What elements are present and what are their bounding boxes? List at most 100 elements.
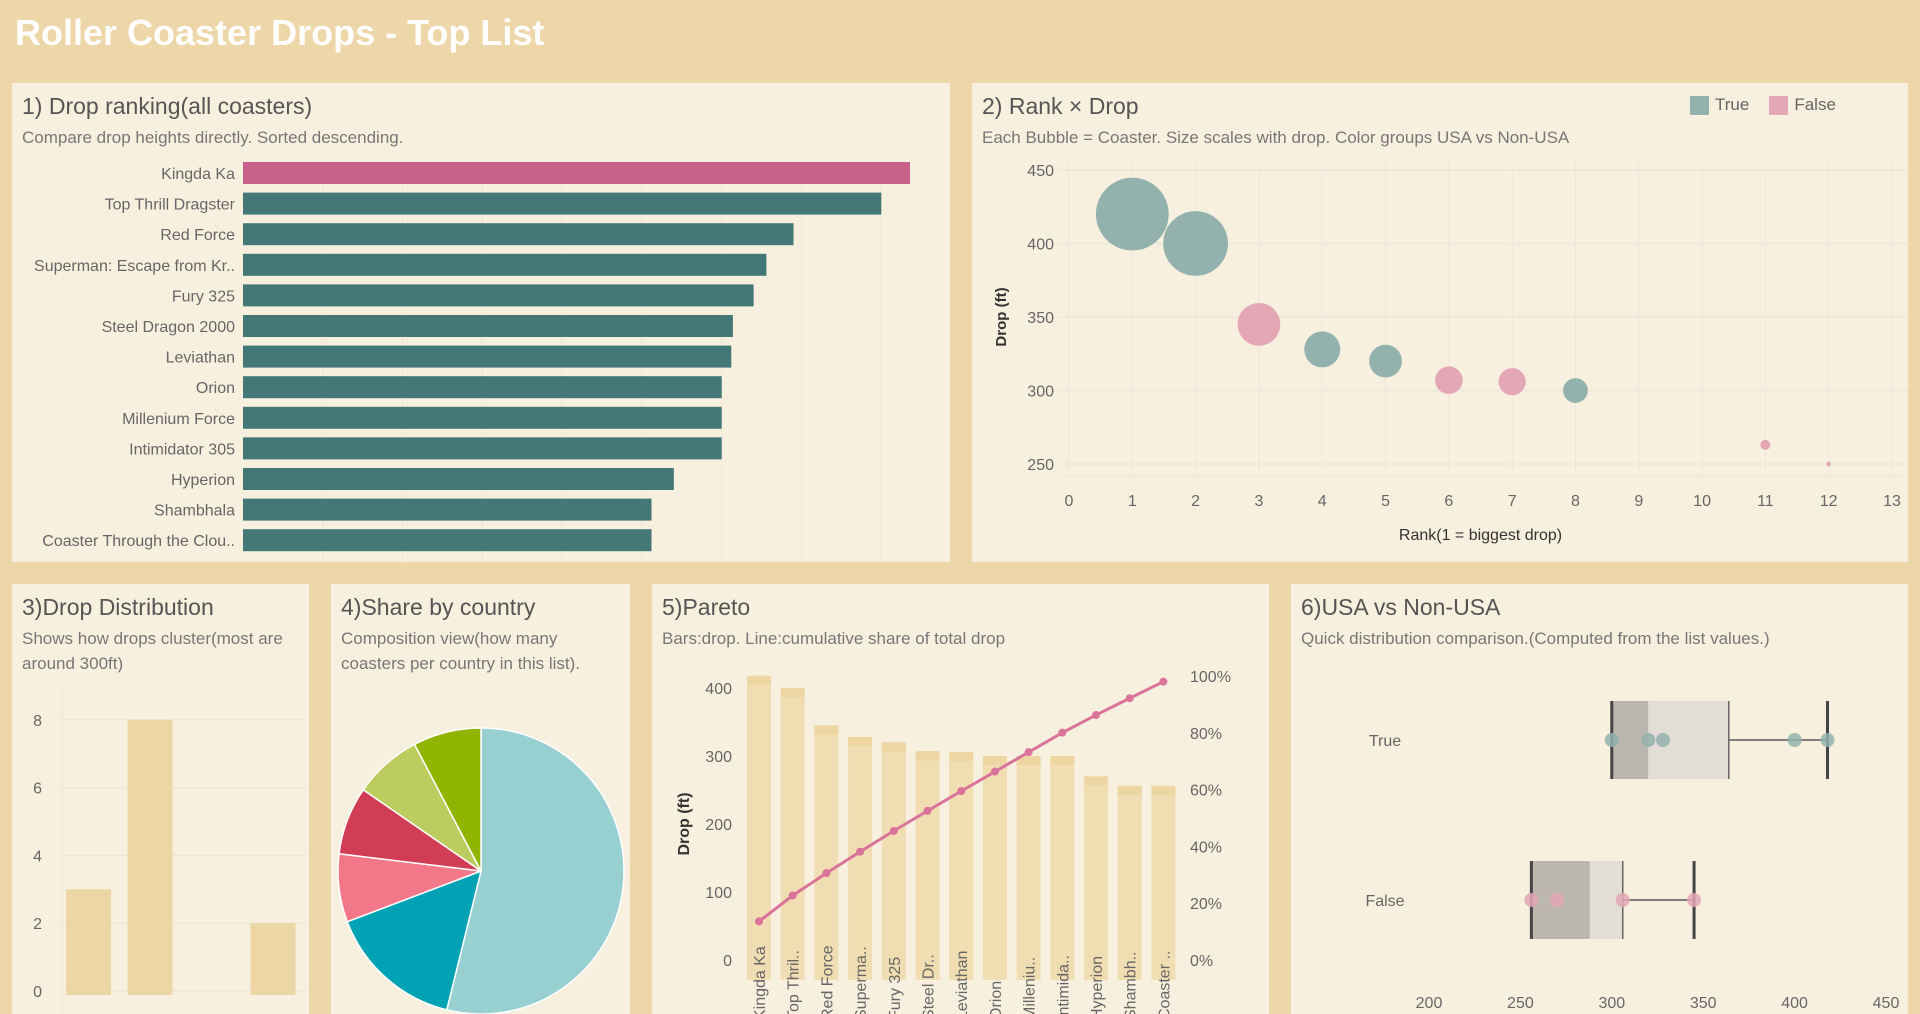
panel-title: 3)Drop Distribution <box>22 594 214 620</box>
x-tick-label: Kingda Ka <box>752 946 769 1014</box>
data-point <box>1524 893 1539 907</box>
legend: True False <box>1690 95 1836 115</box>
y2-tick-label: 20% <box>1190 896 1222 913</box>
y2-tick-label: 80% <box>1190 726 1222 743</box>
x-tick-label: 3 <box>1254 493 1263 510</box>
panel-subtitle: Shows how drops cluster(most are around … <box>22 629 283 673</box>
bar <box>243 406 722 429</box>
bar <box>243 468 674 490</box>
y2-tick-label: 100% <box>1190 669 1231 686</box>
chart-svg: 0 1 2 3 4 5 6 7 8 9 10 11 12 13250300350400450Rank(1 … <box>993 162 1908 544</box>
x-tick-label: Superma.. <box>853 946 870 1014</box>
bar-label: Kingda Ka <box>161 166 235 183</box>
bar-label: Intimidator 305 <box>129 441 235 458</box>
bubble <box>1095 177 1169 251</box>
bar-label: Superman: Escape from Kr.. <box>34 258 235 275</box>
y-tick-label: 300 <box>1027 384 1054 401</box>
bubble <box>1563 378 1588 403</box>
x-tick-label: 8 <box>1571 493 1580 510</box>
y2-tick-label: 0% <box>1190 953 1213 970</box>
y-tick-label: 6 <box>33 781 42 798</box>
x-tick-label: 1 <box>1128 493 1137 510</box>
dashboard-title: Roller Coaster Drops - Top List <box>15 12 545 53</box>
bubble <box>1826 461 1832 467</box>
chart-svg: 0 2 4 6 8 <box>33 684 305 1014</box>
data-point <box>1687 893 1702 907</box>
pareto-bar-cap <box>848 736 873 746</box>
panel-subtitle: Quick distribution comparison.(Computed … <box>1301 629 1770 648</box>
legend-swatch-true <box>1690 95 1709 115</box>
panel-subtitle: Composition view(how many coasters per c… <box>341 629 581 673</box>
cumulative-point <box>1058 728 1067 737</box>
panel-title: 1) Drop ranking(all coasters) <box>22 93 313 119</box>
x-tick-label: 6 <box>1444 493 1453 510</box>
bar-label: Millenium Force <box>122 411 235 428</box>
chart-svg: Kingda Ka Top Thril.. Red Force Superma.. Fu… <box>676 669 1231 1014</box>
panel-usa-vs-non-usa: 6)USA vs Non-USA Quick distribution comp… <box>1291 584 1908 1014</box>
y-tick-label: 0 <box>723 953 732 970</box>
pareto-bar <box>814 725 839 980</box>
x-tick-label: Milleniu.. <box>1022 957 1039 1014</box>
y2-tick-label: 40% <box>1190 839 1222 856</box>
bar <box>243 223 794 246</box>
group-label: False <box>1365 893 1404 910</box>
histogram-bar <box>250 923 296 995</box>
cumulative-point <box>990 767 999 776</box>
data-point <box>1641 733 1656 747</box>
y-axis-title: Drop (ft) <box>993 287 1010 346</box>
x-tick-label: 13 <box>1883 493 1901 510</box>
bar <box>243 345 732 368</box>
y-tick-label: 250 <box>1027 457 1054 474</box>
x-tick-label: Shambh.. <box>1123 952 1140 1014</box>
panel-title: 6)USA vs Non-USA <box>1301 594 1501 620</box>
pie-slice <box>413 727 482 872</box>
cumulative-point <box>1159 677 1168 686</box>
x-tick-label: Top Thril.. <box>786 950 803 1014</box>
x-tick-label: Red Force <box>819 945 836 1014</box>
panel-subtitle: Compare drop heights directly. Sorted de… <box>22 128 404 147</box>
y-tick-label: 8 <box>33 713 42 730</box>
bar <box>243 192 882 215</box>
pareto-bar-cap <box>949 751 974 761</box>
pareto-bar <box>1016 756 1041 980</box>
x-tick-label: Leviathan <box>954 951 971 1014</box>
bar-label: Hyperion <box>171 472 235 489</box>
panel-title: 2) Rank × Drop <box>982 93 1139 119</box>
bar <box>243 315 733 337</box>
x-tick-label: 5 <box>1381 493 1390 510</box>
y-tick-label: 400 <box>1027 237 1054 254</box>
panel-subtitle: Each Bubble = Coaster. Size scales with … <box>982 128 1570 147</box>
bar-label: Steel Dragon 2000 <box>102 319 236 336</box>
cumulative-point <box>788 891 797 900</box>
legend-label-true: True <box>1715 95 1750 114</box>
pareto-bar-cap <box>747 675 771 685</box>
pareto-bar-cap <box>1084 776 1108 786</box>
pareto-bar <box>780 688 805 980</box>
pareto-bar-cap <box>915 751 940 761</box>
bar <box>243 529 652 552</box>
x-tick-label: 0 <box>1065 493 1074 510</box>
x-tick-label: Hyperion <box>1089 956 1106 1014</box>
cumulative-point <box>822 869 831 878</box>
pareto-bar-cap <box>780 688 805 697</box>
x-axis-title: Rank(1 = biggest drop) <box>1399 527 1562 544</box>
y-tick-label: 300 <box>705 749 732 766</box>
bubble <box>1163 211 1229 276</box>
pareto-bar-cap <box>982 756 1007 765</box>
data-point <box>1615 893 1630 907</box>
pareto-bar-cap <box>1151 785 1176 795</box>
x-tick-label: Intimida.. <box>1055 955 1072 1014</box>
pareto-bar-cap <box>881 742 906 752</box>
y-axis-title: Drop (ft) <box>676 792 693 855</box>
y-tick-label: 0 <box>33 984 42 1001</box>
data-point <box>1549 893 1564 907</box>
bar-label: Coaster Through the Clou.. <box>42 533 235 550</box>
bar-label: Red Force <box>160 227 235 244</box>
cumulative-point <box>755 917 763 926</box>
panel-rank-drop: 2) Rank × Drop Each Bubble = Coaster. Si… <box>972 83 1908 562</box>
cumulative-point <box>889 826 898 835</box>
cumulative-point <box>856 847 865 856</box>
x-tick-label: 12 <box>1820 493 1838 510</box>
pareto-bar-cap <box>814 725 839 735</box>
